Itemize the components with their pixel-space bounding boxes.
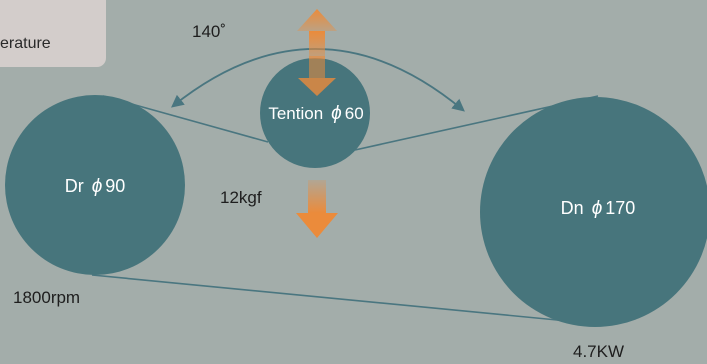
tension-arrow-up [297, 9, 337, 59]
diameter-symbol-icon: ϕ [591, 198, 603, 219]
diameter-symbol-icon: ϕ [91, 176, 103, 197]
driven-power-label: 4.7KW [573, 342, 625, 361]
driven-pulley-prefix: Dn [560, 198, 584, 218]
driven-pulley [480, 97, 707, 327]
driven-pulley-label: Dn ϕ 170 [561, 198, 636, 220]
tension-pulley [260, 58, 370, 168]
driver-speed-label: 1800rpm [13, 288, 81, 307]
tension-force-arrow-down [296, 180, 338, 238]
tension-pulley-label: Tention ϕ 60 [268, 103, 363, 125]
driver-pulley-label: Dr ϕ 90 [65, 176, 126, 198]
driven-pulley-size: 170 [605, 198, 636, 218]
driver-pulley [5, 95, 185, 275]
driver-pulley-prefix: Dr [64, 176, 84, 196]
legend-callout-box: ococcor erature [0, 0, 106, 67]
tension-force-label: 12kgf [220, 188, 262, 207]
tension-arrow-down-inner [298, 56, 336, 96]
diameter-symbol-icon: ϕ [331, 103, 342, 124]
tension-pulley-prefix: Tention [268, 104, 324, 123]
wrap-angle-label: 140˚ [192, 22, 227, 41]
belt-segment-lower [91, 274, 589, 324]
callout-text-top: ococcor [50, 0, 103, 3]
tension-pulley-size: 60 [344, 104, 364, 123]
driver-pulley-size: 90 [105, 176, 126, 196]
callout-text-bottom: erature [0, 35, 51, 52]
